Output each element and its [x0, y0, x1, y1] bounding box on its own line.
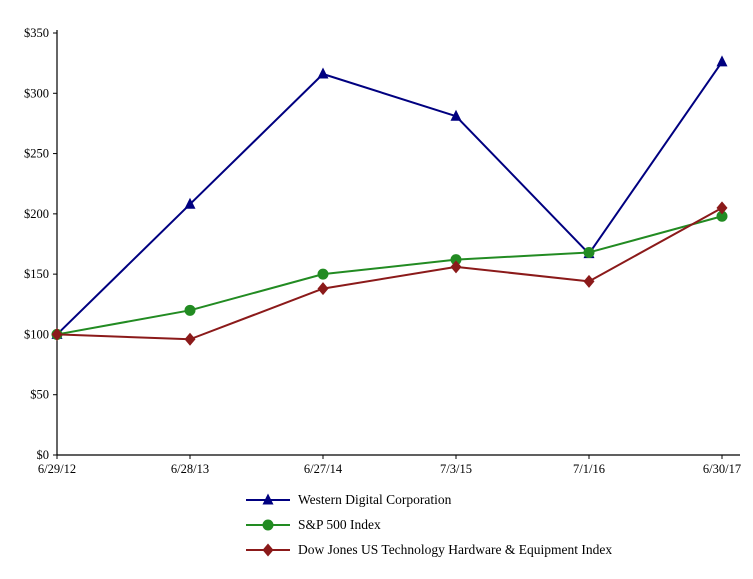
legend-label-western-digital: Western Digital Corporation	[298, 492, 452, 507]
svg-text:$250: $250	[24, 147, 49, 161]
legend-label-sp500: S&P 500 Index	[298, 517, 381, 532]
svg-text:$50: $50	[30, 388, 49, 402]
svg-text:7/1/16: 7/1/16	[573, 462, 605, 476]
legend-item-dow-jones-tech: Dow Jones US Technology Hardware & Equip…	[246, 542, 612, 558]
legend-marker-western-digital-icon	[246, 493, 290, 505]
svg-text:6/28/13: 6/28/13	[171, 462, 209, 476]
svg-text:$350: $350	[24, 26, 49, 40]
svg-text:$150: $150	[24, 267, 49, 281]
svg-text:6/29/12: 6/29/12	[38, 462, 76, 476]
legend-marker-dow-jones-tech-icon	[246, 543, 290, 557]
svg-text:6/30/17: 6/30/17	[703, 462, 741, 476]
svg-text:$300: $300	[24, 86, 49, 100]
line-chart-plot: $0 $50 $100 $150 $200 $250 $300 $350 6/29/12 6/28…	[24, 26, 741, 476]
svg-text:$0: $0	[37, 448, 50, 462]
legend-marker-sp500-icon	[246, 519, 290, 531]
svg-text:$100: $100	[24, 327, 49, 341]
chart-legend: Western Digital Corporation S&P 500 Inde…	[246, 492, 612, 558]
legend-item-western-digital: Western Digital Corporation	[246, 492, 612, 508]
svg-text:6/27/14: 6/27/14	[304, 462, 343, 476]
svg-text:7/3/15: 7/3/15	[440, 462, 472, 476]
legend-label-dow-jones-tech: Dow Jones US Technology Hardware & Equip…	[298, 542, 613, 557]
legend-item-sp500: S&P 500 Index	[246, 517, 612, 533]
svg-text:$200: $200	[24, 207, 49, 221]
